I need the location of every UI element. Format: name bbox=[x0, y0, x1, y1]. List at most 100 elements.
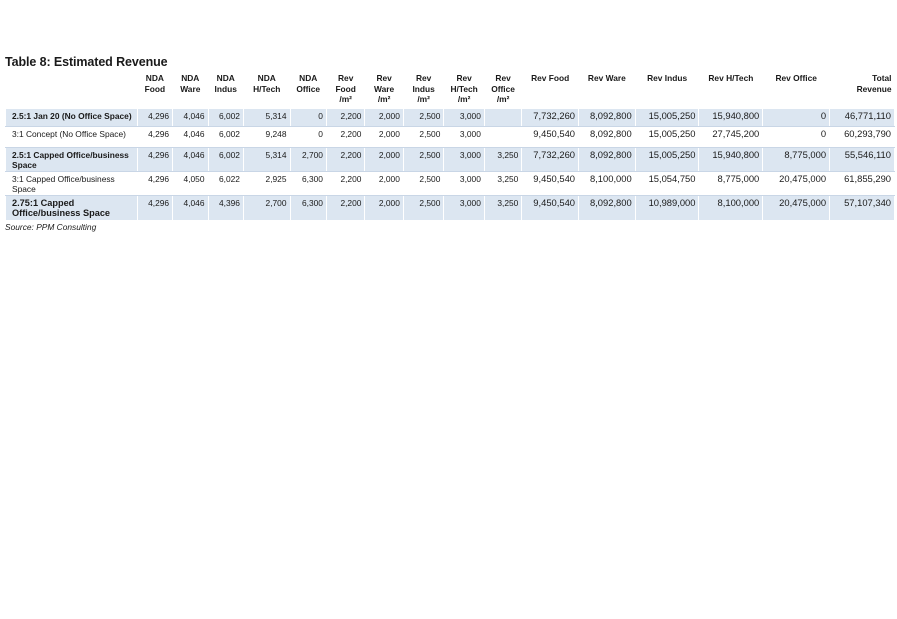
cell-rev-indus-m2: 2,500 bbox=[402, 125, 445, 148]
cell-total-revenue: 60,293,790 bbox=[829, 125, 895, 148]
cell-rev-indus: 15,054,750 bbox=[634, 170, 700, 196]
cell-rev-htech-m2: 3,000 bbox=[443, 194, 485, 221]
header-cell-rev-food: Rev Food bbox=[531, 73, 570, 83]
header-cell-nda-indus: NDA Indus bbox=[214, 73, 237, 94]
cell-nda-office: 0 bbox=[289, 107, 327, 127]
cell-nda-ware: 4,046 bbox=[172, 107, 209, 127]
cell-rev-food-m2: 2,200 bbox=[325, 146, 366, 172]
cell-rev-office-m2: 3,250 bbox=[483, 194, 523, 221]
cell-nda-indus: 6,022 bbox=[207, 170, 244, 196]
row-name: 2.5:1 Capped Office/business Space bbox=[5, 146, 138, 172]
table-row: 2.5:1 Jan 20 (No Office Space) 4,296 4,0… bbox=[5, 107, 895, 127]
cell-rev-ware: 8,092,800 bbox=[578, 194, 636, 221]
header-cell-nda-office: NDA Office bbox=[296, 73, 321, 94]
cell-rev-htech: 15,940,800 bbox=[698, 146, 764, 172]
cell-nda-indus: 6,002 bbox=[207, 107, 244, 127]
cell-rev-food: 9,450,540 bbox=[521, 125, 580, 148]
row-name: 3:1 Capped Office/business Space bbox=[5, 170, 138, 196]
cell-nda-ware: 4,046 bbox=[172, 146, 209, 172]
header-cell-nda-ware: NDA Ware bbox=[180, 73, 201, 94]
header-cell-rev-ware-m2: Rev Ware /m² bbox=[374, 73, 395, 104]
header-cell-rev-food-m2: Rev Food /m² bbox=[335, 73, 356, 104]
cell-rev-food-m2: 2,200 bbox=[325, 125, 366, 148]
cell-rev-food: 9,450,540 bbox=[521, 170, 580, 196]
cell-rev-indus-m2: 2,500 bbox=[402, 107, 445, 127]
cell-rev-food: 7,732,260 bbox=[521, 107, 580, 127]
header-cell-total-revenue: Total Revenue bbox=[856, 73, 892, 94]
cell-rev-office: 0 bbox=[762, 125, 831, 148]
row-name: 3:1 Concept (No Office Space) bbox=[5, 125, 138, 148]
cell-rev-food-m2: 2,200 bbox=[325, 194, 366, 221]
cell-nda-indus: 4,396 bbox=[207, 194, 244, 221]
table-body: 2.5:1 Jan 20 (No Office Space) 4,296 4,0… bbox=[5, 107, 895, 221]
cell-rev-food-m2: 2,200 bbox=[325, 170, 366, 196]
header-cell-nda-htech: NDA H/Tech bbox=[253, 73, 281, 94]
cell-total-revenue: 46,771,110 bbox=[829, 107, 895, 127]
table-row: 3:1 Capped Office/business Space 4,296 4… bbox=[5, 170, 895, 196]
cell-rev-indus: 15,005,250 bbox=[634, 125, 700, 148]
cell-rev-food: 7,732,260 bbox=[521, 146, 580, 172]
cell-nda-food: 4,296 bbox=[136, 146, 174, 172]
table-row: 3:1 Concept (No Office Space) 4,296 4,04… bbox=[5, 125, 895, 148]
cell-rev-htech: 15,940,800 bbox=[698, 107, 764, 127]
header-cell-rev-ware: Rev Ware bbox=[587, 73, 626, 83]
cell-rev-office-m2 bbox=[483, 125, 523, 148]
revenue-table: NDA Food NDA Ware NDA Indus NDA H/Tech N… bbox=[5, 73, 895, 221]
cell-rev-ware: 8,092,800 bbox=[578, 125, 636, 148]
cell-rev-ware-m2: 2,000 bbox=[364, 194, 404, 221]
cell-rev-ware-m2: 2,000 bbox=[364, 107, 404, 127]
header-cell-nda-food: NDA Food bbox=[144, 73, 166, 94]
cell-total-revenue: 55,546,110 bbox=[829, 146, 895, 172]
header-cell-rev-indus-m2: Rev Indus /m² bbox=[412, 73, 435, 104]
cell-nda-indus: 6,002 bbox=[207, 125, 244, 148]
cell-rev-office-m2: 3,250 bbox=[483, 170, 523, 196]
cell-rev-htech: 8,100,000 bbox=[698, 194, 764, 221]
cell-nda-office: 6,300 bbox=[289, 170, 327, 196]
cell-nda-ware: 4,046 bbox=[172, 125, 209, 148]
cell-nda-food: 4,296 bbox=[136, 194, 174, 221]
cell-nda-food: 4,296 bbox=[136, 170, 174, 196]
cell-rev-indus-m2: 2,500 bbox=[402, 146, 445, 172]
cell-rev-ware: 8,092,800 bbox=[578, 107, 636, 127]
cell-nda-ware: 4,046 bbox=[172, 194, 209, 221]
cell-rev-htech: 27,745,200 bbox=[698, 125, 764, 148]
cell-rev-ware: 8,100,000 bbox=[578, 170, 636, 196]
cell-rev-htech-m2: 3,000 bbox=[443, 170, 485, 196]
table-row: 2.75:1 Capped Office/business Space 4,29… bbox=[5, 194, 895, 221]
cell-nda-food: 4,296 bbox=[136, 107, 174, 127]
row-name: 2.75:1 Capped Office/business Space bbox=[5, 194, 138, 221]
source-note: Source: PPM Consulting bbox=[5, 221, 97, 232]
cell-nda-htech: 9,248 bbox=[242, 125, 291, 148]
cell-rev-food-m2: 2,200 bbox=[325, 107, 366, 127]
cell-rev-indus: 15,005,250 bbox=[634, 107, 700, 127]
header-cell-rev-indus: Rev Indus bbox=[647, 73, 688, 83]
cell-nda-office: 2,700 bbox=[289, 146, 327, 172]
cell-nda-htech: 5,314 bbox=[242, 146, 291, 172]
row-name: 2.5:1 Jan 20 (No Office Space) bbox=[5, 107, 138, 127]
document-page: Table 8: Estimated Revenue NDA Food bbox=[5, 55, 895, 232]
cell-rev-htech-m2: 3,000 bbox=[443, 146, 485, 172]
cell-rev-indus-m2: 2,500 bbox=[402, 194, 445, 221]
cell-rev-ware-m2: 2,000 bbox=[364, 170, 404, 196]
table-row: 2.5:1 Capped Office/business Space 4,296… bbox=[5, 146, 895, 172]
table-title: Table 8: Estimated Revenue bbox=[5, 55, 168, 69]
cell-nda-indus: 6,002 bbox=[207, 146, 244, 172]
header-cell-rev-htech: Rev H/Tech bbox=[708, 73, 754, 83]
cell-rev-ware: 8,092,800 bbox=[578, 146, 636, 172]
cell-rev-indus: 10,989,000 bbox=[634, 194, 700, 221]
cell-nda-ware: 4,050 bbox=[172, 170, 209, 196]
header-cell-name bbox=[6, 73, 138, 108]
cell-nda-food: 4,296 bbox=[136, 125, 174, 148]
cell-rev-indus-m2: 2,500 bbox=[402, 170, 445, 196]
cell-total-revenue: 57,107,340 bbox=[829, 194, 895, 221]
cell-rev-htech-m2: 3,000 bbox=[443, 125, 485, 148]
header-cell-rev-office: Rev Office bbox=[775, 73, 817, 83]
cell-nda-office: 6,300 bbox=[289, 194, 327, 221]
cell-rev-indus: 15,005,250 bbox=[634, 146, 700, 172]
header-cell-rev-htech-m2: Rev H/Tech /m² bbox=[450, 73, 478, 104]
cell-rev-office: 8,775,000 bbox=[762, 146, 831, 172]
cell-rev-office: 20,475,000 bbox=[762, 170, 831, 196]
cell-rev-htech-m2: 3,000 bbox=[443, 107, 485, 127]
cell-rev-office: 20,475,000 bbox=[762, 194, 831, 221]
cell-rev-office: 0 bbox=[762, 107, 831, 127]
